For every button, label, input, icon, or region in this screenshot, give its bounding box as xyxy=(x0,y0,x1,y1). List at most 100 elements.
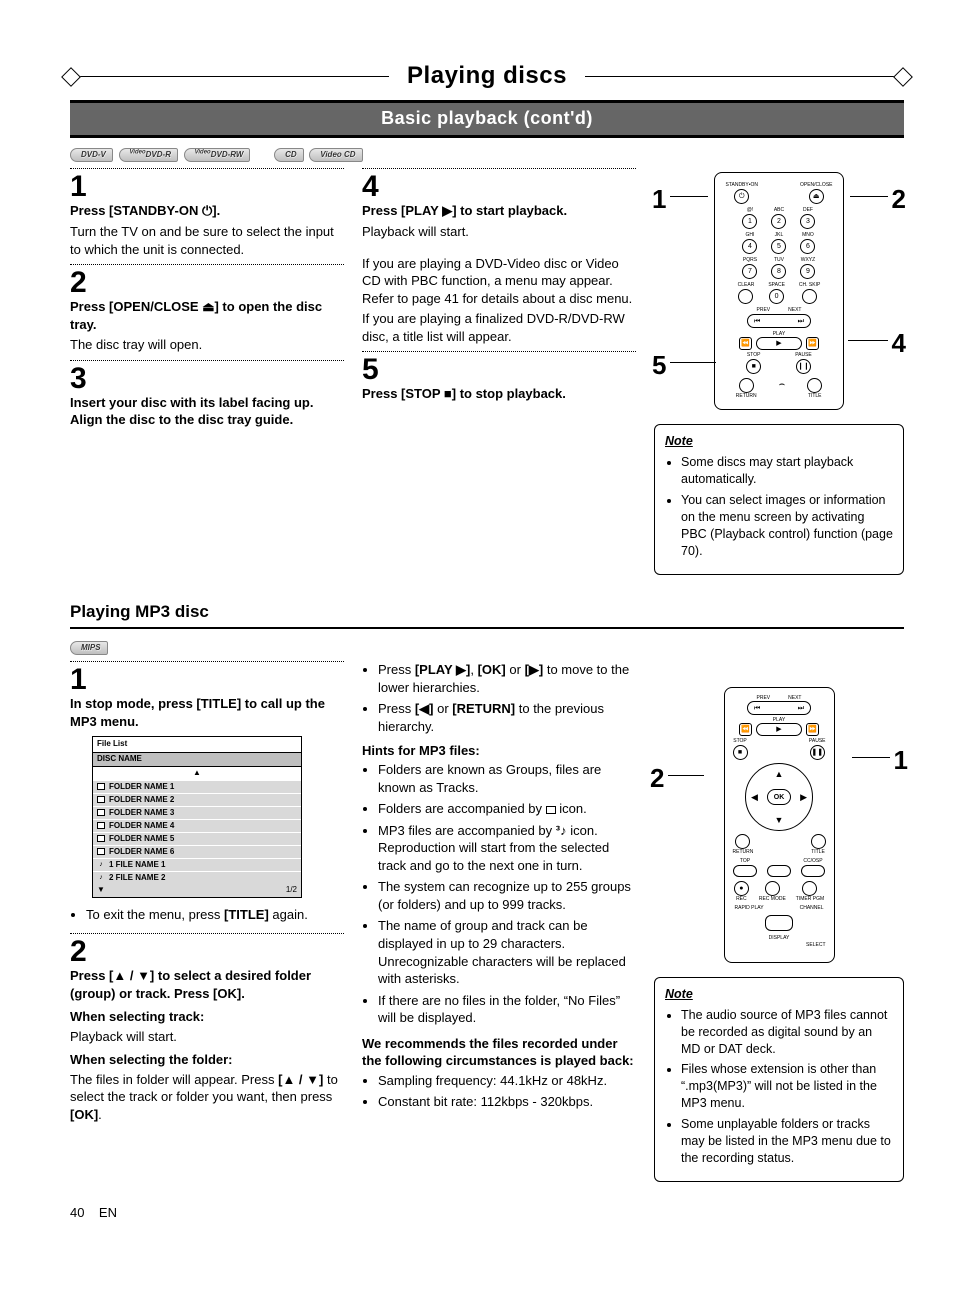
list-item: FOLDER NAME 5 xyxy=(93,832,301,845)
digit-7-button[interactable]: 7 xyxy=(742,264,757,279)
mp3-badge-row: MIPS xyxy=(70,637,904,656)
ffwd-button[interactable]: ⏩ xyxy=(806,337,819,350)
dpad[interactable]: OK ▲ ▼ ◀ ▶ xyxy=(745,763,813,831)
scroll-up-icon: ▲ xyxy=(93,767,301,780)
list-item: FOLDER NAME 4 xyxy=(93,819,301,832)
step-3-bold: Insert your disc with its label facing u… xyxy=(70,395,313,428)
mp3-callout-1: 1 xyxy=(894,743,908,778)
clear-button[interactable] xyxy=(738,289,753,304)
callout-1: 1 xyxy=(652,182,666,217)
nav-hint-1: Press [PLAY ▶], [OK] or [▶] to move to t… xyxy=(378,661,636,696)
when-folder-t: The files in folder will appear. Press [… xyxy=(70,1071,344,1124)
left-arrow-icon[interactable]: ◀ xyxy=(751,791,758,803)
badge-mp3: MIPS xyxy=(70,641,108,656)
mp3-callout-2: 2 xyxy=(650,761,664,796)
hints-heading: Hints for MP3 files: xyxy=(362,742,636,760)
mp3-step-2-num: 2 xyxy=(70,938,344,965)
title-button-2[interactable] xyxy=(811,834,826,849)
right-arrow-icon[interactable]: ▶ xyxy=(800,791,807,803)
mp3-columns: 1 In stop mode, press [TITLE] to call up… xyxy=(70,657,904,1181)
return-button[interactable] xyxy=(739,378,754,393)
stop-button-2[interactable]: ■ xyxy=(733,745,748,760)
stop-button[interactable]: ■ xyxy=(746,359,761,374)
badge-cd: CD xyxy=(274,148,304,163)
hint-item: Folders are accompanied by icon. xyxy=(378,800,636,818)
page-title: Playing discs xyxy=(389,60,585,92)
file-list-sub: DISC NAME xyxy=(93,752,301,767)
rec-mode-button[interactable] xyxy=(765,881,780,896)
up-arrow-icon[interactable]: ▲ xyxy=(775,768,784,780)
digit-4-button[interactable]: 4 xyxy=(742,239,757,254)
digit-2-button[interactable]: 2 xyxy=(771,214,786,229)
ch-skip-button[interactable] xyxy=(802,289,817,304)
basic-col-left: 1 Press [STANDBY-ON ⏻]. Turn the TV on a… xyxy=(70,164,344,434)
digit-5-button[interactable]: 5 xyxy=(771,239,786,254)
open-close-button[interactable]: ⏏ xyxy=(809,189,824,204)
note-item: The audio source of MP3 files cannot be … xyxy=(681,1007,893,1058)
folder-icon xyxy=(97,822,105,829)
folder-icon xyxy=(546,806,556,814)
digit-3-button[interactable]: 3 xyxy=(800,214,815,229)
ok-button[interactable]: OK xyxy=(767,789,791,805)
digit-6-button[interactable]: 6 xyxy=(800,239,815,254)
badge-dvd-v: DVD-V xyxy=(70,148,113,163)
step-1-bold: Press [STANDBY-ON ⏻]. xyxy=(70,203,220,218)
hint-item: MP3 files are accompanied by ³♪ icon.Rep… xyxy=(378,822,636,875)
rewind-button-2[interactable]: ⏪ xyxy=(739,723,752,736)
step-4-text3: If you are playing a finalized DVD-R/DVD… xyxy=(362,310,636,345)
digit-0-button[interactable]: 0 xyxy=(769,289,784,304)
media-badge-row: DVD-V VideoDVD-R VideoDVD-RW CD Video CD xyxy=(70,144,904,163)
rec-item: Constant bit rate: 112kbps - 320kbps. xyxy=(378,1093,636,1111)
digit-9-button[interactable]: 9 xyxy=(800,264,815,279)
callout-5: 5 xyxy=(652,348,666,383)
folder-icon xyxy=(97,848,105,855)
step-1-num: 1 xyxy=(70,173,344,200)
title-button[interactable] xyxy=(807,378,822,393)
when-folder-h: When selecting the folder: xyxy=(70,1051,344,1069)
step-2-num: 2 xyxy=(70,269,344,296)
digit-8-button[interactable]: 8 xyxy=(771,264,786,279)
cc-osp-button[interactable] xyxy=(801,865,825,877)
down-arrow-icon[interactable]: ▼ xyxy=(775,814,784,826)
remote-2: PREVNEXT ⏮⏭ PLAY ⏪ ▶ ⏩ STOP■ PAUSE❚❚ OK … xyxy=(724,687,835,963)
badge-video-cd: Video CD xyxy=(309,148,362,163)
prev-next-pill[interactable]: ⏮⏭ xyxy=(747,314,811,328)
note-item: Files whose extension is other than “.mp… xyxy=(681,1061,893,1112)
folder-icon xyxy=(97,783,105,790)
step-5-body: Press [STOP ■] to stop playback. xyxy=(362,385,636,403)
music-note-icon: ♪ xyxy=(97,860,105,871)
step-3-num: 3 xyxy=(70,365,344,392)
rec-heading: We recommends the files recorded under t… xyxy=(362,1035,636,1070)
note-heading-2: Note xyxy=(665,986,893,1003)
play-button-2[interactable]: ▶ xyxy=(756,723,802,736)
top-menu-button[interactable] xyxy=(733,865,757,877)
prev-next-pill-2[interactable]: ⏮⏭ xyxy=(747,701,811,715)
list-item: FOLDER NAME 1 xyxy=(93,780,301,793)
play-button[interactable]: ▶ xyxy=(756,337,802,350)
callout-4: 4 xyxy=(892,326,906,361)
menu-button[interactable] xyxy=(767,865,791,877)
folder-icon xyxy=(97,796,105,803)
rewind-button[interactable]: ⏪ xyxy=(739,337,752,350)
remote-diagram-2: 2 1 PREVNEXT ⏮⏭ PLAY ⏪ ▶ ⏩ STOP■ PAUSE❚❚ xyxy=(654,687,904,963)
rec-button[interactable]: ● xyxy=(734,881,749,896)
mp3-col-right: 2 1 PREVNEXT ⏮⏭ PLAY ⏪ ▶ ⏩ STOP■ PAUSE❚❚ xyxy=(654,657,904,1181)
mp3-step-1-after: To exit the menu, press [TITLE] again. xyxy=(86,906,344,924)
basic-col-mid: 4 Press [PLAY ▶] to start playback. Play… xyxy=(362,164,636,408)
file-list-title: File List xyxy=(93,737,301,752)
nav-hint-2: Press [◀] or [RETURN] to the previous hi… xyxy=(378,700,636,735)
note-heading: Note xyxy=(665,433,893,450)
list-item: FOLDER NAME 2 xyxy=(93,793,301,806)
pause-button-2[interactable]: ❚❚ xyxy=(810,745,825,760)
digit-1-button[interactable]: 1 xyxy=(742,214,757,229)
step-4-body: Press [PLAY ▶] to start playback. Playba… xyxy=(362,202,636,345)
ffwd-button-2[interactable]: ⏩ xyxy=(806,723,819,736)
pause-button[interactable]: ❙❙ xyxy=(796,359,811,374)
standby-on-button[interactable]: ⏻ xyxy=(734,189,749,204)
hint-item: If there are no files in the folder, “No… xyxy=(378,992,636,1027)
page-lang: EN xyxy=(99,1205,117,1220)
return-button-2[interactable] xyxy=(735,834,750,849)
basic-playback-columns: 1 Press [STANDBY-ON ⏻]. Turn the TV on a… xyxy=(70,164,904,574)
display-button[interactable] xyxy=(765,915,793,931)
timer-pgm-button[interactable] xyxy=(802,881,817,896)
